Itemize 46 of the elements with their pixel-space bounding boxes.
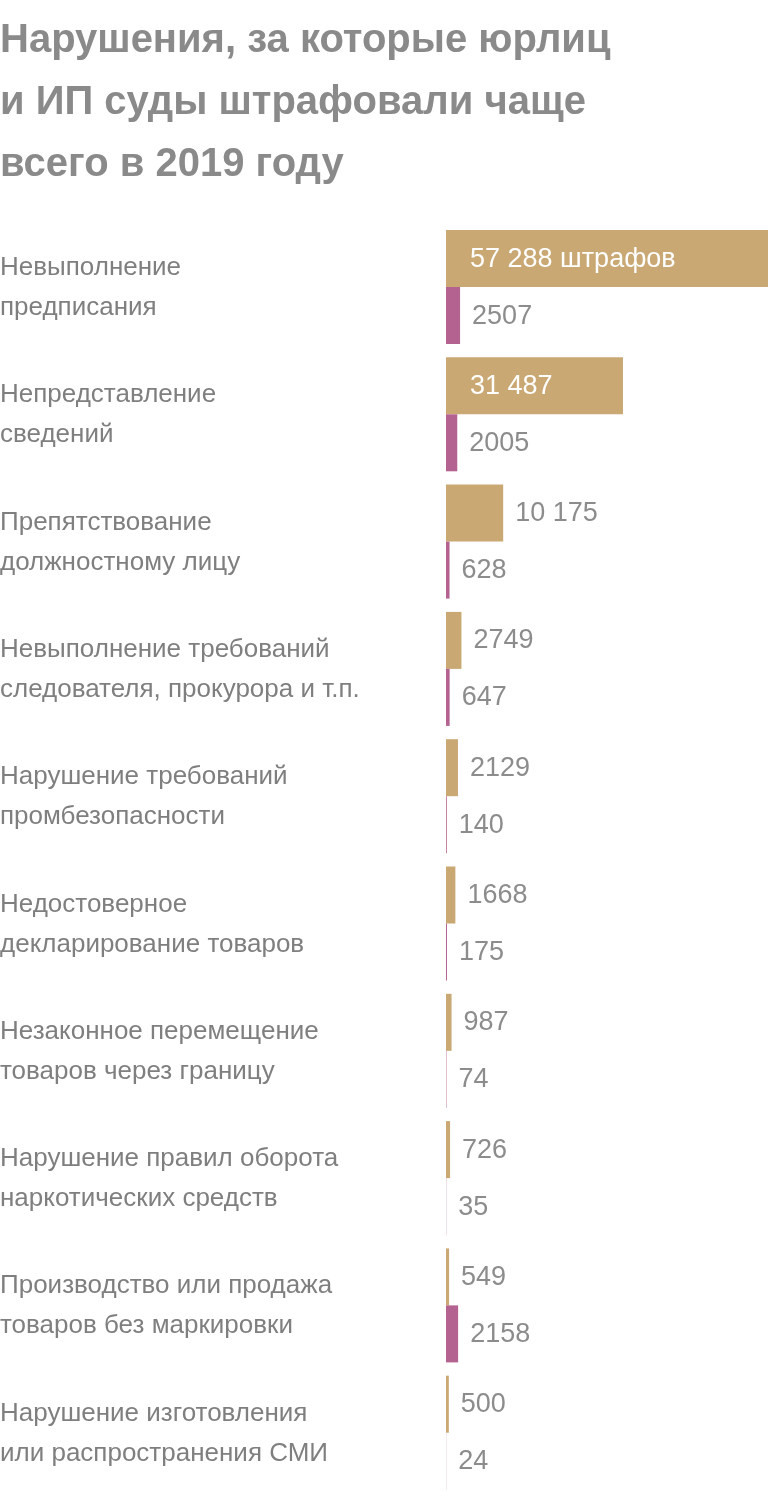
y-tick-label: Нарушение изготовления или распространения СМИ <box>0 1396 329 1467</box>
data-label: 35 <box>458 1190 489 1221</box>
bar <box>446 668 450 726</box>
data-label: 2129 <box>469 751 531 782</box>
bar <box>446 287 461 344</box>
bar <box>446 611 462 669</box>
bar <box>446 866 456 924</box>
data-label: 726 <box>462 1133 508 1164</box>
bar <box>446 484 504 542</box>
bar <box>446 1375 449 1433</box>
data-label: 175 <box>458 936 505 966</box>
data-label: 140 <box>458 808 504 839</box>
data-label: 500 <box>460 1388 506 1419</box>
data-label: 2158 <box>470 1317 531 1348</box>
bar <box>446 739 458 797</box>
data-label: 24 <box>458 1445 489 1476</box>
data-label: 74 <box>458 1063 489 1094</box>
data-label: 57 288 штрафов <box>470 242 676 273</box>
data-label: 628 <box>461 554 507 585</box>
bar <box>446 230 768 287</box>
bar <box>446 357 623 415</box>
y-tick-label: Нарушение требований промбезопасности <box>0 760 288 831</box>
y-tick-label: Невыполнение предписания <box>0 251 182 321</box>
data-label: 2005 <box>469 426 530 457</box>
y-tick-label: Непредставление сведений <box>0 378 217 449</box>
y-tick-label: Нарушение правил оборота наркотических средств <box>0 1142 339 1213</box>
bar <box>446 414 458 472</box>
y-tick-label: Незаконное перемещение товаров через границу <box>0 1014 319 1085</box>
data-label: 647 <box>461 681 507 712</box>
data-label: 2507 <box>472 299 533 330</box>
bar <box>446 1248 450 1306</box>
data-label: 987 <box>463 1006 509 1037</box>
bar <box>446 993 452 1051</box>
data-label: 10 175 <box>515 497 598 528</box>
data-label: 31 487 <box>470 369 553 400</box>
chart-title: Нарушения, за которые юрлиц и ИП суды штрафовали чаще всего в 2019 году <box>0 16 611 184</box>
data-label: 2749 <box>473 624 534 655</box>
bar <box>446 1121 451 1179</box>
data-label: 1668 <box>467 879 528 909</box>
y-tick-label: Недостоверное декларирование товаров <box>0 887 305 958</box>
y-tick-label: Невыполнение требований следователя, прокурора и т.п. <box>0 632 360 703</box>
y-tick-label: Препятствование должностному лицу <box>0 505 241 576</box>
y-tick-label: Производство или продажа товаров без маркировки <box>0 1269 333 1340</box>
bar <box>446 541 450 599</box>
bar <box>446 1305 459 1363</box>
data-label: 549 <box>461 1260 507 1291</box>
